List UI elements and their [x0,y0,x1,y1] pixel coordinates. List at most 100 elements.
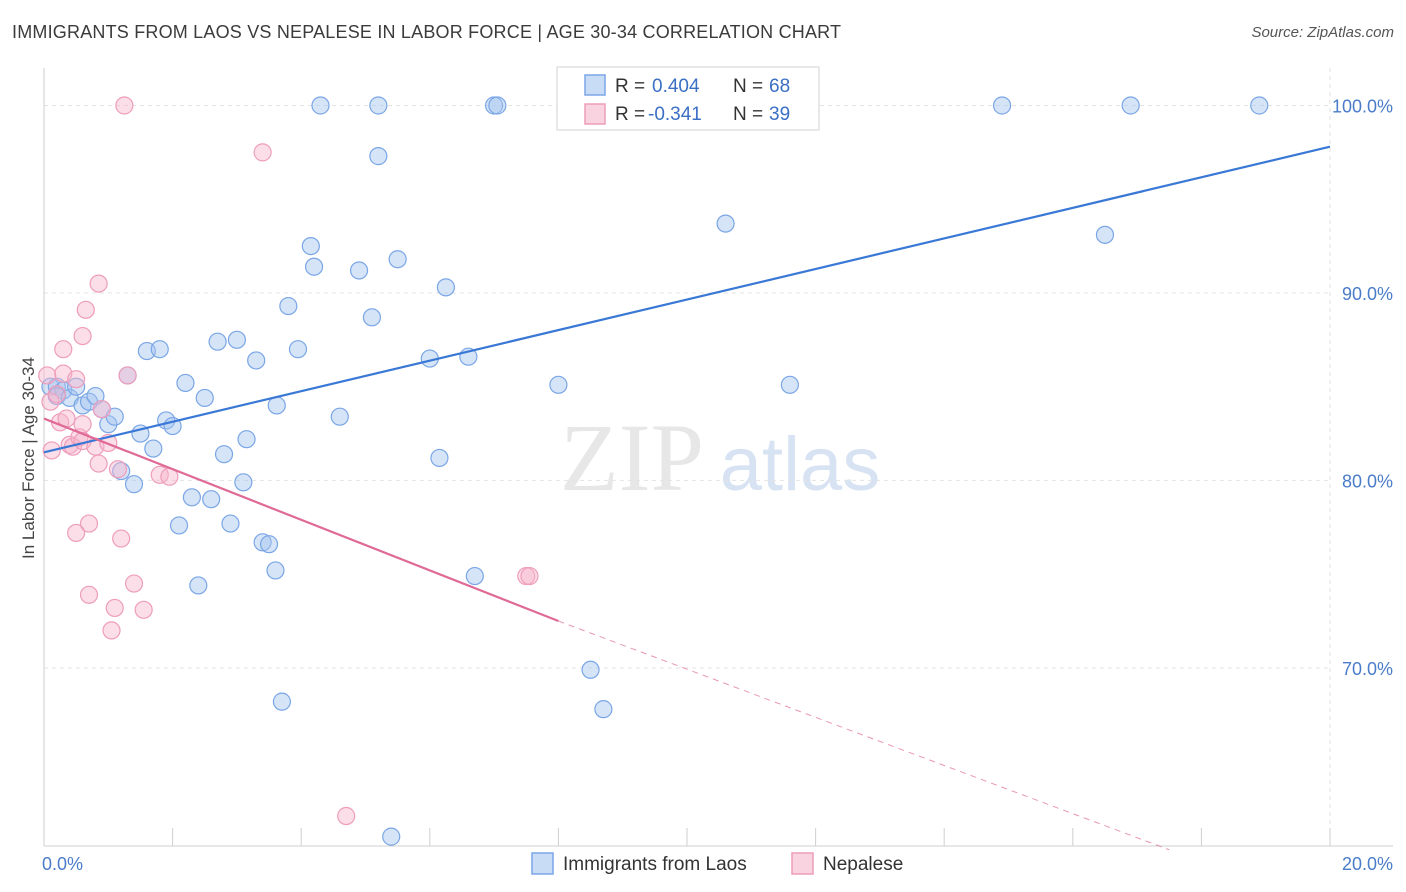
y-tick-label-0: 100.0% [1332,96,1393,116]
point-laos-58 [549,375,568,394]
point-laos-5 [67,377,86,396]
point-nepalese-33 [253,143,272,162]
point-laos-26 [202,490,221,509]
x-tick-label-1: 20.0% [1342,854,1393,874]
point-laos-32 [237,430,256,449]
point-nepalese-34 [337,806,356,826]
point-laos-42 [304,257,324,276]
point-nepalese-1 [41,392,60,411]
point-laos-29 [221,514,240,533]
point-nepalese-6 [54,340,73,359]
point-nepalese-12 [67,523,86,543]
bottom-legend-label-nepalese: Nepalese [823,854,903,875]
point-nepalese-28 [118,366,137,385]
trend-line-nepalese [43,417,559,623]
point-laos-33 [247,351,266,370]
point-laos-34 [253,533,272,552]
point-laos-14 [124,475,144,494]
point-nepalese-29 [124,574,144,593]
watermark-zip: ZIP [560,404,704,511]
bottom-legend-swatch-nepalese [791,852,814,875]
point-laos-22 [176,373,195,393]
point-laos-47 [369,147,388,166]
point-laos-63 [780,375,799,394]
y-tick-label-2: 80.0% [1342,471,1393,491]
point-laos-25 [195,388,214,408]
point-nepalese-3 [47,385,66,404]
point-laos-38 [272,692,292,711]
point-laos-18 [150,340,169,359]
point-nepalese-16 [79,514,99,533]
point-laos-62 [716,214,735,233]
legend-r-value-1: 0.404 [652,76,700,97]
bottom-legend: Immigrants from Laos Nepalese [531,852,903,875]
point-nepalese-24 [105,598,124,618]
point-nepalese-36 [520,566,539,586]
point-nepalese-0 [38,366,57,385]
point-laos-52 [436,278,455,297]
point-laos-10 [99,415,118,434]
point-laos-31 [234,473,253,492]
point-laos-45 [349,261,369,280]
point-nepalese-27 [115,96,134,115]
point-nepalese-19 [89,274,108,293]
point-laos-40 [288,340,308,359]
legend-n-label-2: N = [733,104,763,125]
point-laos-27 [208,332,227,351]
point-laos-43 [311,96,330,115]
trend-line-nepalese-extension [558,620,1170,851]
legend-n-value-2: 39 [769,104,790,125]
point-nepalese-10 [67,370,86,389]
point-laos-23 [182,488,201,507]
point-nepalese-20 [89,454,108,473]
tick-labels: 100.0% 90.0% 80.0% 70.0% 0.0% 20.0% [42,96,1393,874]
point-nepalese-21 [92,400,111,419]
point-laos-59 [581,660,600,679]
y-tick-label-3: 70.0% [1342,659,1393,679]
watermark-atlas: atlas [720,422,881,507]
point-laos-50 [388,250,407,269]
point-laos-41 [301,236,320,256]
legend-swatch-nepalese [584,103,606,125]
point-laos-55 [465,566,484,586]
point-laos-60 [594,700,613,719]
point-laos-30 [227,330,246,349]
trend-lines [43,145,1331,851]
point-nepalese-26 [112,529,131,548]
point-nepalese-14 [73,326,92,346]
chart-title: IMMIGRANTS FROM LAOS VS NEPALESE IN LABO… [12,22,842,42]
point-laos-49 [382,827,401,846]
point-laos-17 [144,439,163,458]
point-laos-24 [189,576,208,595]
point-nepalese-15 [76,300,95,319]
point-laos-66 [1121,96,1140,115]
point-laos-53 [430,448,449,468]
point-nepalese-17 [79,585,99,604]
point-laos-57 [488,96,507,115]
legend-n-label-1: N = [733,76,763,97]
legend-box: R = 0.404 N = 68 R = -0.341 N = 39 [556,66,820,131]
point-nepalese-30 [134,600,153,619]
point-laos-48 [369,96,388,115]
source-note: Source: ZipAtlas.com [1251,24,1394,41]
legend-n-value-1: 68 [769,76,790,97]
point-laos-36 [266,561,285,580]
point-laos-67 [1250,96,1269,115]
bottom-legend-label-laos: Immigrants from Laos [563,854,747,875]
point-laos-21 [169,516,189,535]
legend-r-value-2: -0.341 [648,104,702,125]
legend-r-label-1: R = [615,76,645,97]
point-nepalese-25 [108,460,128,479]
y-tick-label-1: 90.0% [1342,284,1393,304]
point-laos-28 [214,445,234,464]
point-laos-65 [1095,225,1115,244]
legend-swatch-laos [584,74,606,96]
point-laos-39 [279,296,298,316]
point-laos-44 [330,407,349,426]
point-laos-64 [992,96,1012,115]
point-nepalese-23 [102,621,121,640]
x-tick-label-0: 0.0% [42,854,83,874]
point-laos-35 [259,535,279,554]
point-laos-12 [112,461,131,481]
